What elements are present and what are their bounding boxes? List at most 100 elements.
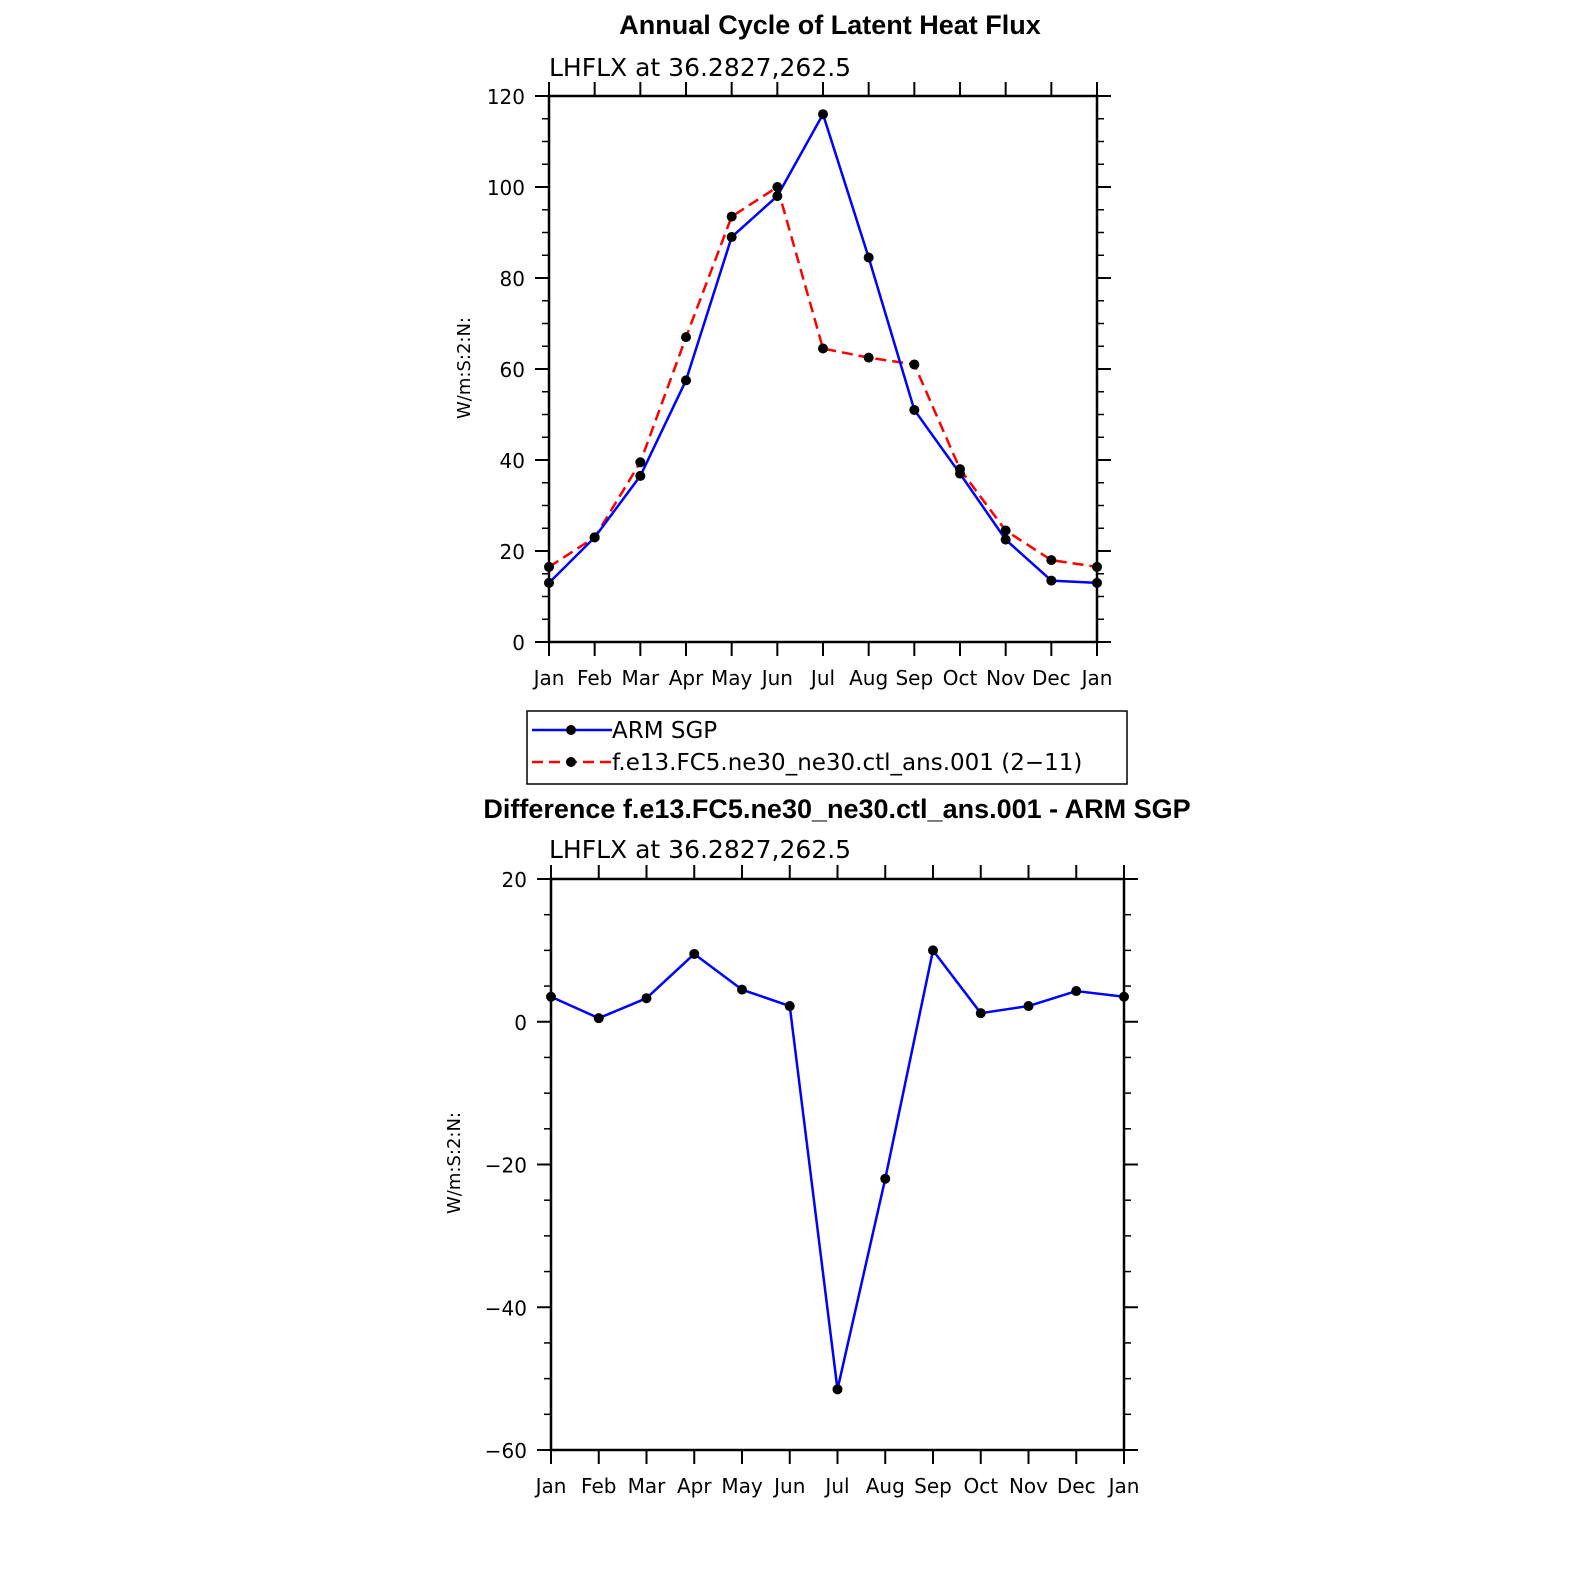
x-tick-label: Apr: [677, 1474, 712, 1498]
series-0-point: [1071, 986, 1082, 997]
series-0-point: [772, 191, 783, 202]
series-0-point: [546, 991, 556, 1002]
series-1-point: [544, 561, 554, 572]
series-1-point: [681, 332, 691, 343]
x-tick-label: Aug: [866, 1474, 905, 1498]
series-line-0: [550, 949, 1125, 1391]
chart1-ylabel: W/m:S:2:N:: [454, 317, 475, 419]
y-tick-label: 120: [487, 85, 525, 109]
chart2-y-tick-labels: −60 −40 −20 0 20: [485, 868, 527, 1463]
legend: ARM SGP f.e13.FC5.ne30_ne30.ctl_ans.001 …: [526, 710, 1128, 785]
legend-arm-marker: [566, 725, 576, 735]
x-tick-label: Nov: [986, 666, 1025, 690]
series-1-point: [589, 532, 600, 543]
chart1-subtitle: LHFLX at 36.2827,262.5: [549, 53, 851, 82]
x-tick-label: Dec: [1057, 1474, 1096, 1498]
y-tick-label: −60: [485, 1439, 527, 1463]
chart2-ticks: [537, 865, 1138, 1464]
chart1-series: [544, 109, 1102, 588]
series-1-point: [1046, 555, 1057, 566]
series-0-point: [1119, 991, 1129, 1002]
chart2-plot-frame: [549, 877, 1126, 1452]
y-tick-label: 60: [500, 358, 525, 382]
series-1-point: [726, 211, 737, 222]
y-tick-label: 20: [500, 540, 525, 564]
y-tick-label: 20: [502, 868, 527, 892]
chart1-ticks: [535, 82, 1111, 656]
x-tick-label: May: [721, 1474, 763, 1498]
x-tick-label: Feb: [577, 666, 612, 690]
x-tick-label: Jan: [1107, 1474, 1140, 1498]
series-0-point: [928, 945, 938, 956]
x-tick-label: Jan: [532, 666, 565, 690]
x-tick-label: Sep: [895, 666, 933, 690]
y-tick-label: −20: [485, 1154, 527, 1178]
series-0-point: [1000, 534, 1011, 545]
legend-arm-label: ARM SGP: [612, 718, 717, 744]
chart2-ylabel: W/m:S:2:N:: [444, 1112, 465, 1214]
x-tick-label: May: [711, 666, 753, 690]
x-tick-label: Jun: [760, 666, 793, 690]
x-tick-label: Oct: [963, 1474, 998, 1498]
series-0-point: [635, 470, 646, 481]
x-tick-label: Feb: [581, 1474, 616, 1498]
chart2-subtitle: LHFLX at 36.2827,262.5: [549, 835, 851, 864]
series-1-point: [1000, 525, 1011, 536]
series-0-point: [593, 1013, 604, 1024]
chart1-x-tick-labels: Jan Feb Mar Apr May Jun Jul Aug Sep Oct Nov Dec Jan: [532, 666, 1113, 690]
x-tick-label: Mar: [621, 666, 660, 690]
chart1-title: Annual Cycle of Latent Heat Flux: [619, 10, 1041, 40]
annual-cycle-chart: Annual Cycle of Latent Heat Flux LHFLX a…: [454, 10, 1112, 690]
series-0-point: [1023, 1001, 1034, 1012]
series-0-point: [863, 252, 874, 263]
legend-box: [526, 710, 1128, 785]
series-1-point: [955, 464, 965, 475]
x-tick-label: Jul: [809, 666, 835, 690]
series-0-point: [1092, 577, 1102, 588]
y-tick-label: 100: [487, 176, 525, 200]
series-0-point: [641, 993, 652, 1004]
series-1-point: [909, 359, 920, 370]
y-tick-label: −40: [485, 1296, 527, 1320]
y-tick-label: 0: [512, 631, 525, 655]
series-1-point: [818, 343, 828, 354]
chart1-plot-frame: [547, 94, 1099, 644]
chart2-title: Difference f.e13.FC5.ne30_ne30.ctl_ans.0…: [483, 794, 1190, 824]
y-tick-label: 80: [500, 267, 525, 291]
series-line-1: [548, 185, 1098, 569]
chart1-y-tick-labels: 0 20 40 60 80 100 120: [487, 85, 525, 655]
series-0-point: [784, 1001, 795, 1012]
x-tick-label: Dec: [1032, 666, 1071, 690]
x-tick-label: Sep: [914, 1474, 952, 1498]
series-0-point: [544, 577, 554, 588]
series-0-point: [818, 109, 828, 120]
series-0-point: [737, 984, 747, 995]
x-tick-label: Mar: [628, 1474, 667, 1498]
legend-model-marker: [566, 757, 576, 767]
x-tick-label: Apr: [669, 666, 704, 690]
series-1-point: [772, 182, 783, 192]
x-tick-label: Aug: [849, 666, 888, 690]
series-0-point: [689, 948, 700, 959]
series-0-point: [1046, 575, 1057, 586]
legend-model-label: f.e13.FC5.ne30_ne30.ctl_ans.001 (2−11): [612, 750, 1082, 776]
series-1-point: [863, 352, 874, 363]
series-0-point: [909, 404, 920, 415]
x-tick-label: Nov: [1009, 1474, 1048, 1498]
x-tick-label: Jul: [823, 1474, 849, 1498]
series-0-point: [681, 375, 691, 386]
series-1-point: [1092, 561, 1102, 572]
difference-chart: Difference f.e13.FC5.ne30_ne30.ctl_ans.0…: [444, 794, 1191, 1498]
y-tick-label: 0: [514, 1011, 527, 1035]
chart2-series: [546, 945, 1129, 1395]
x-tick-label: Oct: [943, 666, 978, 690]
series-1-point: [635, 457, 646, 468]
series-0-point: [832, 1384, 843, 1395]
x-tick-label: Jan: [534, 1474, 567, 1498]
series-0-point: [880, 1173, 891, 1184]
x-tick-label: Jun: [772, 1474, 805, 1498]
y-tick-label: 40: [500, 449, 525, 473]
chart2-x-tick-labels: Jan Feb Mar Apr May Jun Jul Aug Sep Oct Nov Dec Jan: [534, 1474, 1140, 1498]
series-0-point: [726, 232, 737, 243]
